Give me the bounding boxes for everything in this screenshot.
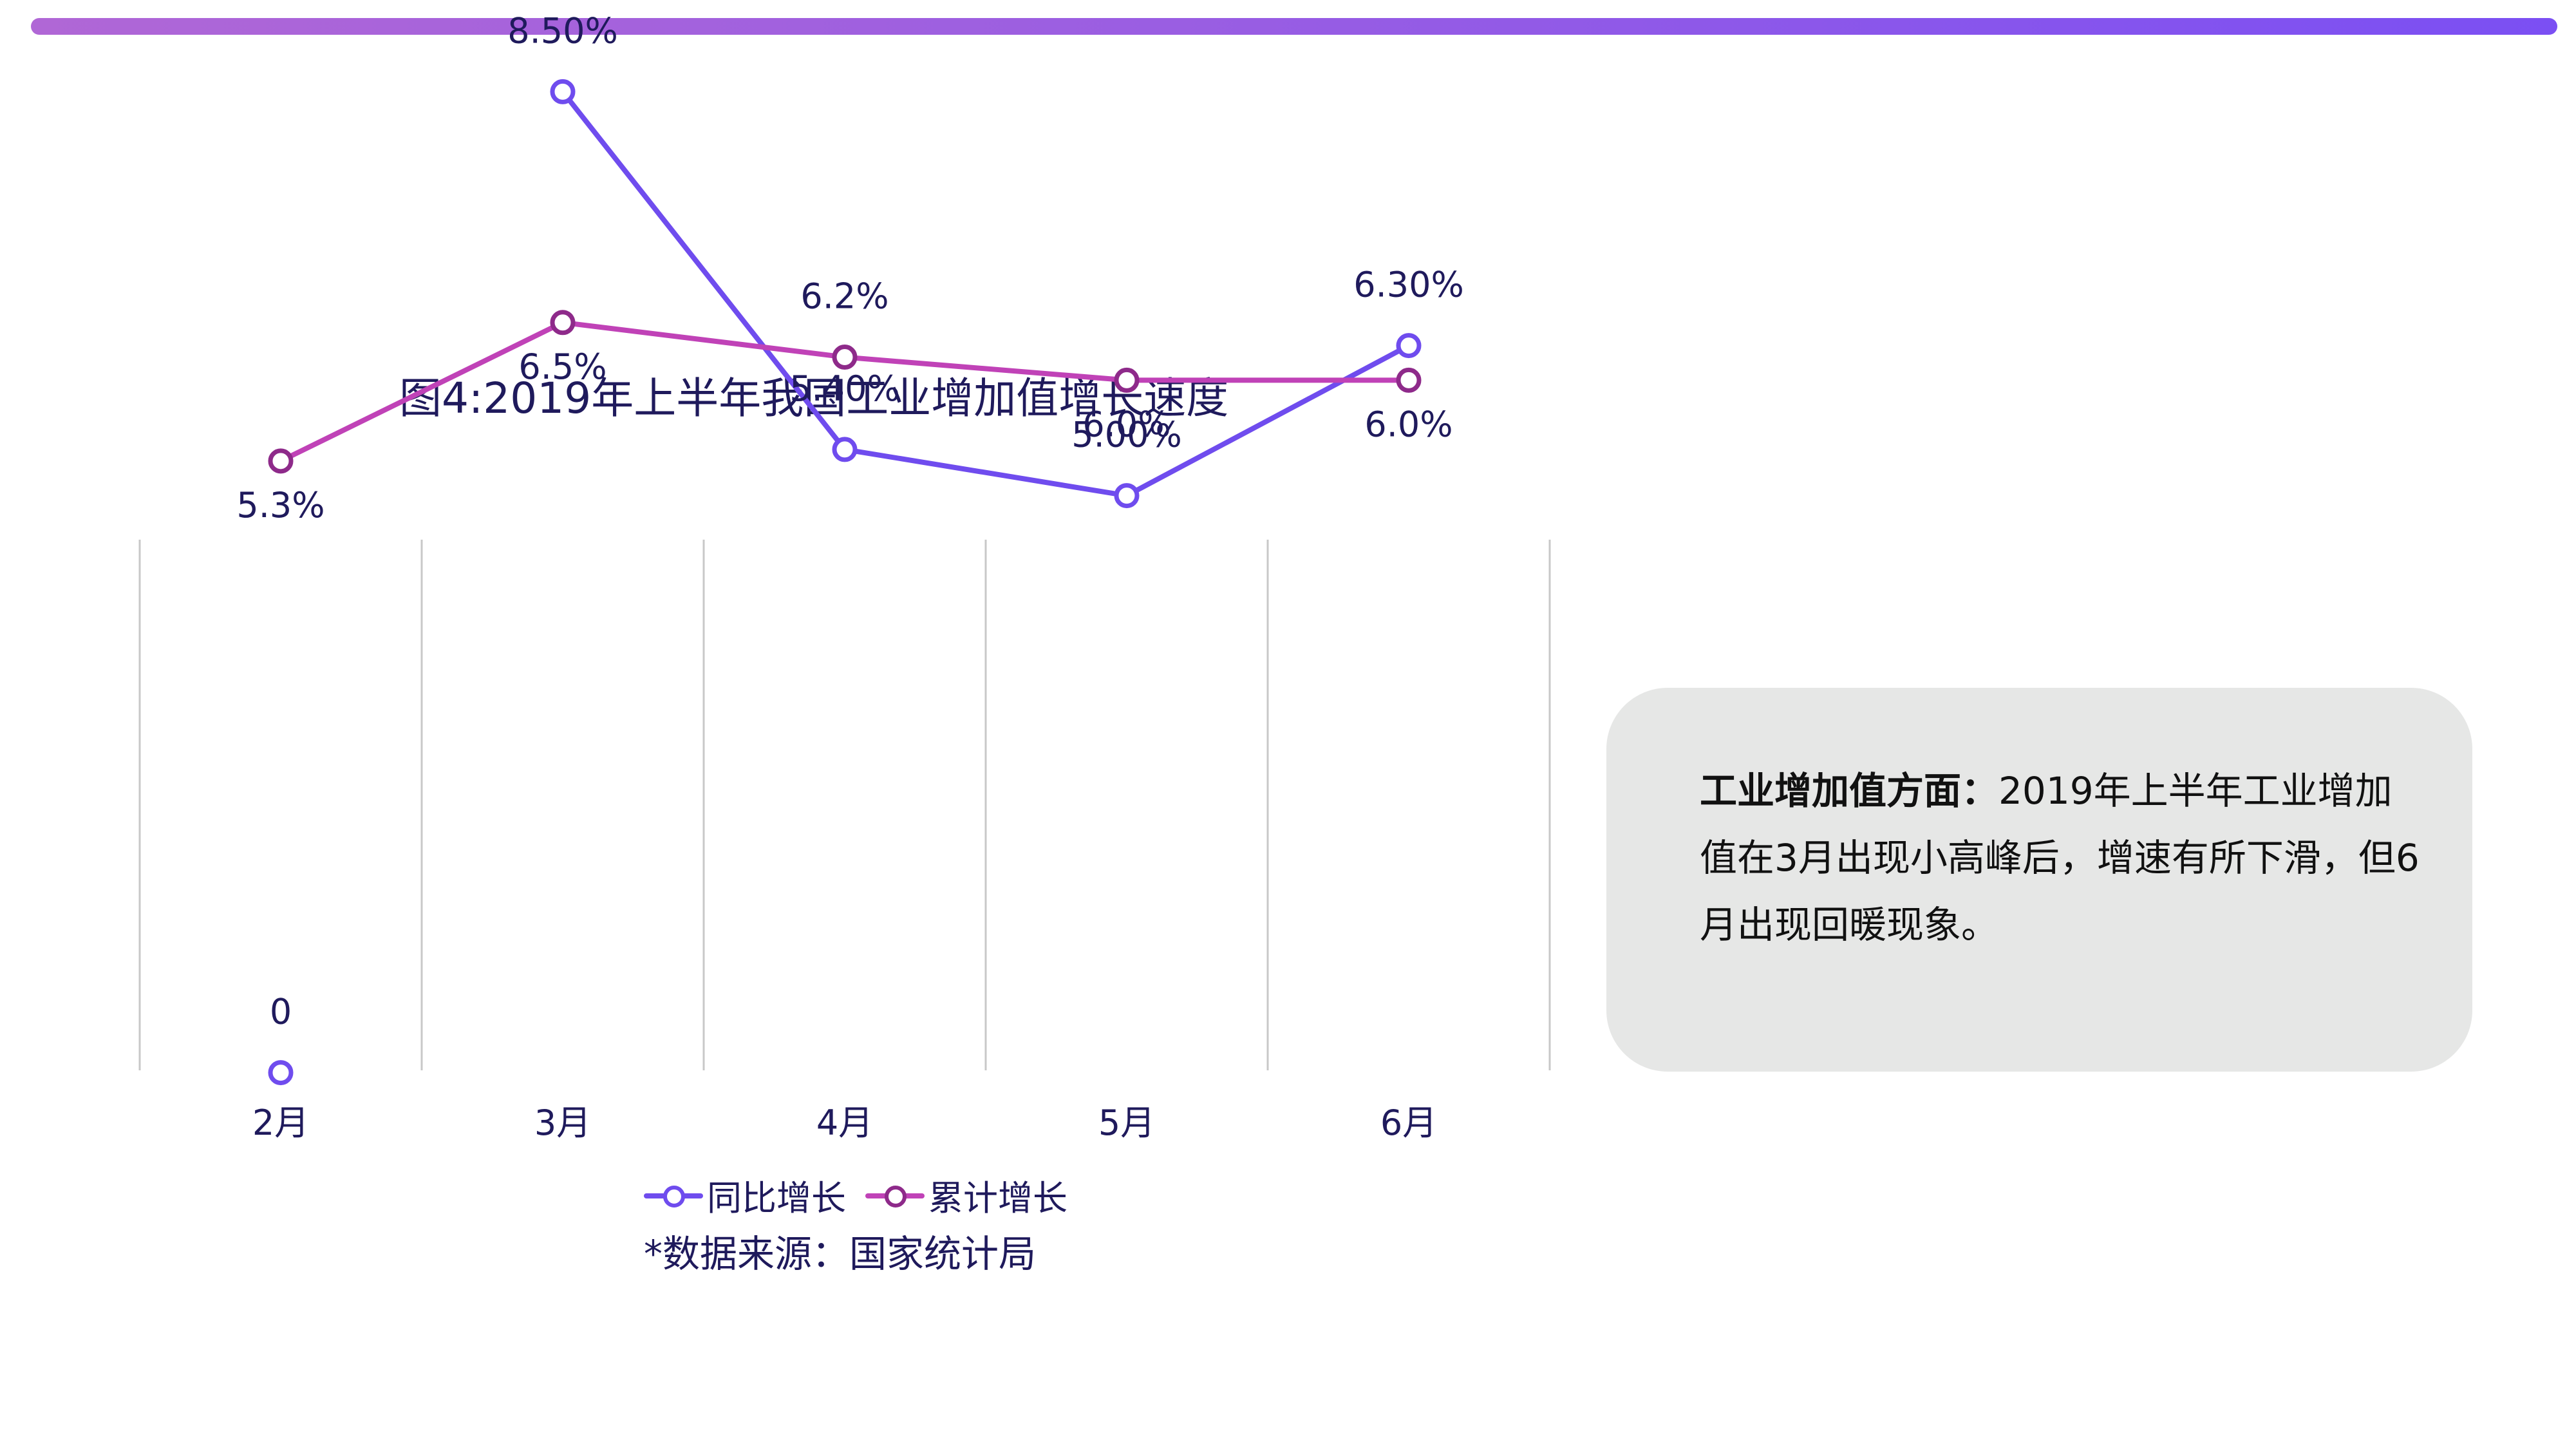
data-point-cumulative	[1114, 367, 1140, 393]
series-line-yoy	[560, 89, 1411, 498]
commentary-text: 工业增加值方面：2019年上半年工业增加值在3月出现小高峰后，增速有所下滑，但6…	[1700, 757, 2427, 958]
data-label-cumulative: 6.0%	[1364, 404, 1453, 444]
data-label-cumulative: 6.2%	[800, 276, 888, 317]
x-tick-label: 3月	[534, 1103, 591, 1143]
data-label-cumulative: 6.0%	[1082, 404, 1170, 444]
data-point-cumulative	[550, 310, 576, 336]
data-source-note: *数据来源：国家统计局	[644, 1232, 1037, 1276]
data-point-yoy	[832, 437, 858, 462]
legend-marker-yoy	[644, 1186, 703, 1208]
data-point-cumulative	[832, 345, 858, 370]
data-label-yoy: 0	[270, 992, 292, 1032]
data-point-cumulative	[268, 448, 294, 474]
data-label-yoy: 5.40%	[789, 368, 900, 409]
data-label-cumulative: 6.5%	[518, 346, 606, 387]
legend-label-yoy: 同比增长	[707, 1177, 846, 1218]
x-tick-label: 2月	[252, 1103, 309, 1143]
x-tick-label: 4月	[816, 1103, 873, 1143]
data-point-yoy	[268, 1060, 294, 1086]
data-label-cumulative: 5.3%	[236, 485, 324, 526]
x-tick-label: 5月	[1098, 1103, 1155, 1143]
data-point-yoy	[550, 79, 576, 104]
data-point-cumulative	[1396, 367, 1422, 393]
chart-legend: 同比增长 累计增长	[644, 1170, 1067, 1220]
accent-bar	[31, 18, 2557, 35]
commentary-heading: 工业增加值方面：	[1700, 769, 1999, 813]
legend-label-cumulative: 累计增长	[928, 1177, 1067, 1218]
data-point-yoy	[1114, 483, 1140, 509]
data-label-yoy: 8.50%	[507, 10, 618, 51]
chart-title: 图4:2019年上半年我国工业增加值增长速度	[399, 374, 1229, 423]
data-point-yoy	[1396, 333, 1422, 359]
x-tick-label: 6月	[1380, 1103, 1437, 1143]
commentary-box: 工业增加值方面：2019年上半年工业增加值在3月出现小高峰后，增速有所下滑，但6…	[1606, 688, 2472, 1072]
legend-marker-cumulative	[865, 1186, 925, 1208]
data-label-yoy: 6.30%	[1353, 265, 1464, 305]
data-label-yoy: 5.00%	[1071, 415, 1182, 455]
legend-item-yoy: 同比增长	[644, 1170, 846, 1220]
legend-item-cumulative: 累计增长	[865, 1170, 1067, 1220]
commentary-body: 2019年上半年工业增加值在3月出现小高峰后，增速有所下滑，但6月出现回暖现象。	[1700, 769, 2420, 947]
